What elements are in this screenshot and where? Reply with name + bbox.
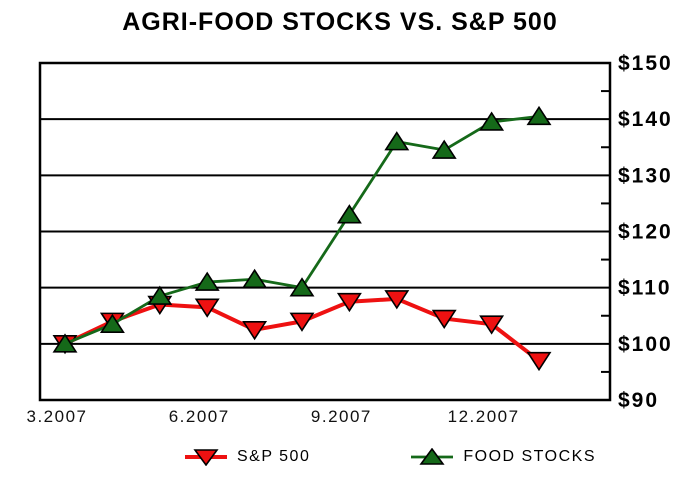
marker-food-stocks (242, 268, 268, 289)
legend-label-sp500: S&P 500 (236, 448, 311, 465)
legend: S&P 500 FOOD STOCKS (50, 448, 680, 466)
marker-food-stocks (479, 111, 505, 131)
chart-title: AGRI-FOOD STOCKS VS. S&P 500 (122, 8, 558, 36)
marker-food-stocks (336, 204, 362, 224)
marker-food-stocks (147, 285, 173, 305)
marker-s-p-500 (336, 292, 362, 313)
marker-food-stocks (194, 271, 220, 291)
marker-s-p-500 (289, 312, 315, 332)
line-chart: $90 $100 $110 $120 $130 $140 $150 3.2007 6.2007 9… (27, 52, 673, 426)
legend-triangle (419, 448, 445, 465)
marker-food-stocks (52, 333, 78, 353)
y-axis-label: $90 (618, 389, 659, 412)
plot-frame (38, 61, 612, 402)
marker-food-stocks (289, 277, 315, 297)
legend-item-sp500: S&P 500 (184, 448, 310, 466)
legend-item-foodstocks: FOOD STOCKS (410, 448, 596, 466)
y-axis-label: $120 (618, 221, 673, 244)
marker-s-p-500 (242, 320, 268, 341)
marker-s-p-500 (431, 309, 457, 330)
foodstocks-legend-marker-icon (411, 448, 454, 465)
x-axis-label: 12.2007 (448, 407, 520, 426)
y-axis-label: $130 (618, 164, 673, 187)
x-axis-label: 3.2007 (27, 407, 88, 426)
legend-triangle (193, 449, 219, 466)
marker-food-stocks (431, 139, 457, 159)
marker-s-p-500 (384, 290, 410, 310)
x-axis-label: 9.2007 (311, 407, 372, 426)
legend-label-foodstocks: FOOD STOCKS (463, 448, 597, 465)
marker-s-p-500 (526, 351, 552, 372)
y-axis-label: $110 (618, 277, 672, 300)
marker-food-stocks (384, 131, 410, 151)
marker-food-stocks (99, 313, 125, 333)
series-line-food-stocks (64, 114, 540, 346)
marker-food-stocks (526, 105, 552, 126)
y-axis-label: $150 (618, 52, 673, 75)
y-axis-label: $100 (618, 333, 673, 356)
y-axis-label: $140 (618, 108, 673, 131)
sp500-legend-marker-icon (184, 449, 227, 466)
marker-s-p-500 (194, 298, 220, 318)
x-axis-label: 6.2007 (169, 407, 230, 426)
marker-s-p-500 (479, 315, 505, 335)
